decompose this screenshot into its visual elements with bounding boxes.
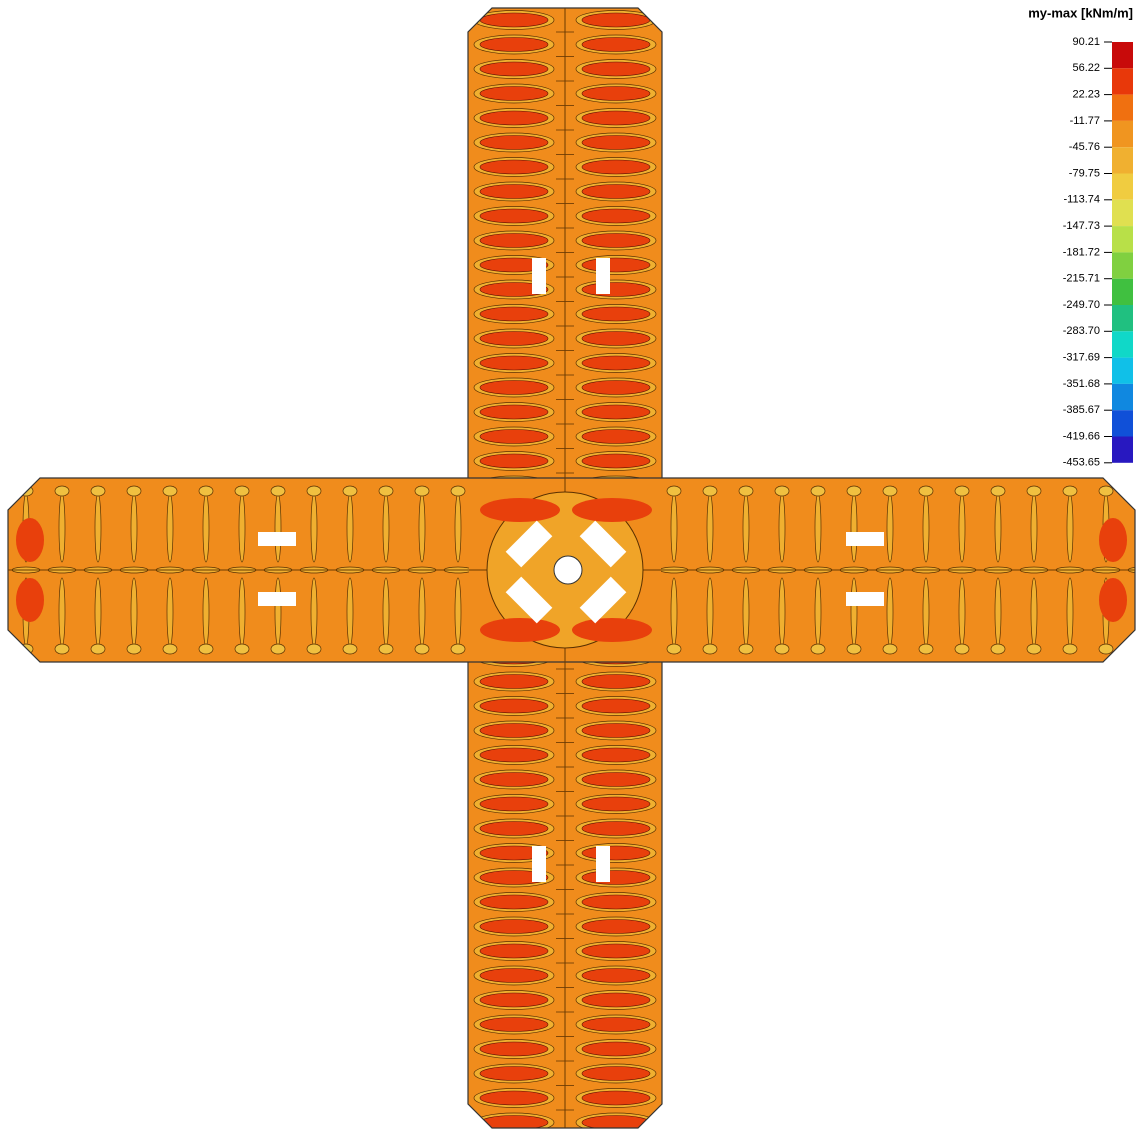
legend-label: -45.76	[1069, 141, 1100, 153]
legend-label: -113.74	[1064, 194, 1101, 206]
legend-label: -283.70	[1063, 325, 1100, 337]
legend-swatch	[1112, 94, 1133, 121]
legend: 90.21 56.22 22.23 -11.77 -45.76 -79.75 -113.74…	[1063, 36, 1133, 469]
legend-label: -385.67	[1063, 404, 1100, 416]
legend-swatch	[1112, 436, 1133, 463]
legend-swatch	[1112, 147, 1133, 174]
legend-label: -181.72	[1063, 246, 1100, 258]
legend-swatch	[1112, 357, 1133, 384]
legend-swatch	[1112, 42, 1133, 69]
legend-label: -79.75	[1069, 167, 1100, 179]
legend-swatch	[1112, 383, 1133, 411]
legend-label: 90.21	[1072, 36, 1100, 48]
legend-swatch	[1112, 278, 1133, 305]
legend-swatch	[1112, 410, 1133, 437]
legend-label: 56.22	[1072, 62, 1100, 74]
legend-label: -453.65	[1063, 457, 1100, 469]
legend-label: -419.66	[1063, 430, 1100, 442]
legend-swatch	[1112, 120, 1133, 148]
legend-swatch	[1112, 68, 1133, 95]
legend-label: -351.68	[1063, 378, 1100, 390]
legend-label: -317.69	[1063, 352, 1100, 364]
legend-swatch	[1112, 252, 1133, 279]
legend-label: -11.77	[1070, 115, 1100, 127]
legend-label: -215.71	[1063, 273, 1100, 285]
legend-swatch	[1112, 226, 1133, 253]
legend-swatch	[1112, 199, 1133, 227]
legend-swatch	[1112, 305, 1133, 332]
slab	[7, 7, 1136, 1129]
legend-title: my-max [kNm/m]	[1028, 5, 1133, 20]
legend-swatch	[1112, 331, 1133, 358]
legend-swatch	[1112, 173, 1133, 200]
legend-label: -249.70	[1063, 299, 1100, 311]
legend-label: -147.73	[1063, 220, 1100, 232]
legend-label: 22.23	[1072, 89, 1100, 101]
